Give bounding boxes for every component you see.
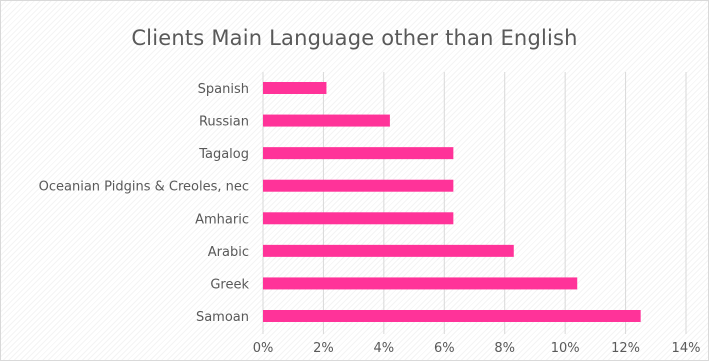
x-tick-labels: 0% 2% 4% 6% 8% 10% 12% 14% [253,341,701,356]
bar [263,147,454,160]
x-tick-label: 6% [434,341,455,356]
category-label: Greek [210,277,249,292]
bar [263,212,454,225]
category-label: Tagalog [198,147,249,162]
category-label: Samoan [196,310,249,325]
bars [263,82,641,322]
x-tick-label: 2% [313,341,334,356]
category-label: Amharic [195,212,249,227]
bar [263,82,327,94]
category-labels: Spanish Russian Tagalog Oceanian Pidgins & … [39,82,250,325]
bar [263,114,390,127]
chart-title: Clients Main Language other than English [131,26,578,50]
category-label: Oceanian Pidgins & Creoles, nec [39,180,249,195]
x-tick-label: 10% [551,341,580,356]
x-tick-label: 8% [494,341,515,356]
x-tick-label: 4% [374,341,395,356]
gridlines [262,72,687,334]
x-tick-label: 0% [253,341,274,356]
x-tick-label: 14% [672,341,701,356]
category-label: Arabic [208,245,249,260]
category-label: Spanish [198,82,249,97]
bar [263,244,514,257]
bar [263,310,641,322]
bar [263,179,454,192]
bar [263,277,578,290]
category-label: Russian [199,115,249,130]
x-tick-label: 12% [611,341,640,356]
